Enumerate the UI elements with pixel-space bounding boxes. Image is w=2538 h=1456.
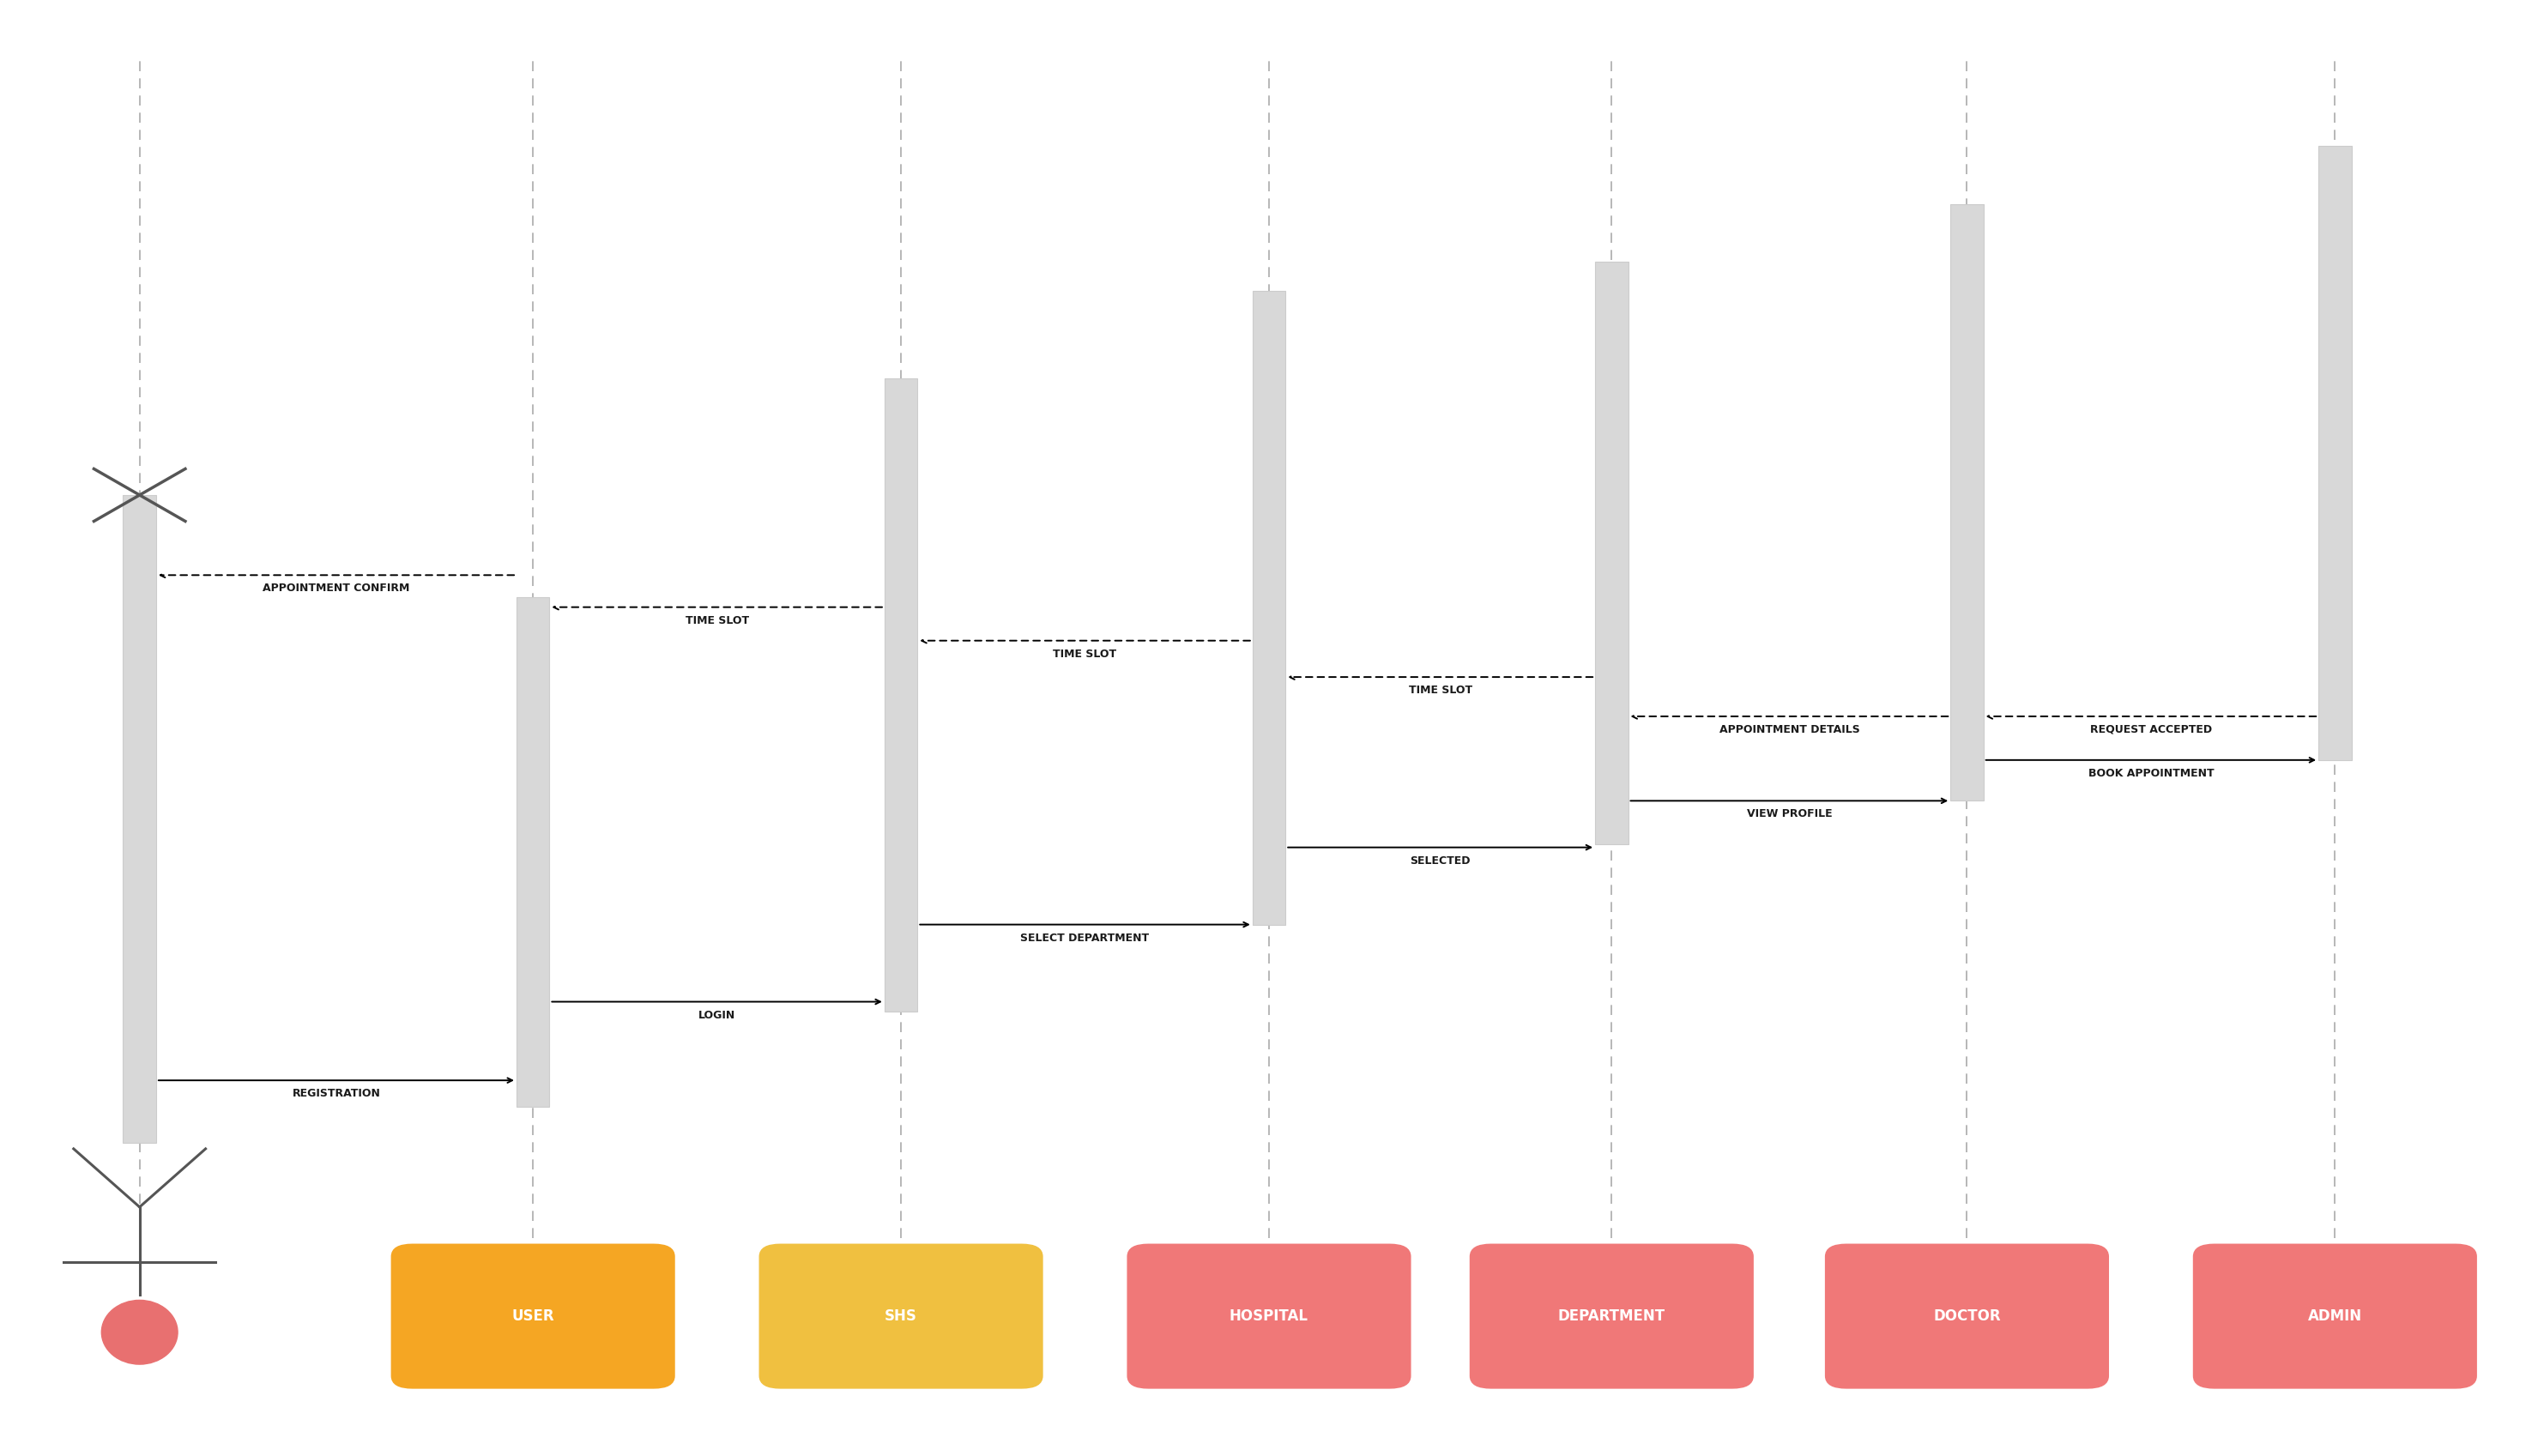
Text: TIME SLOT: TIME SLOT	[1409, 684, 1472, 696]
Text: ADMIN: ADMIN	[2307, 1309, 2363, 1324]
FancyBboxPatch shape	[1127, 1245, 1409, 1388]
FancyBboxPatch shape	[759, 1245, 1041, 1388]
Text: APPOINTMENT CONFIRM: APPOINTMENT CONFIRM	[264, 582, 409, 594]
Bar	[122, 495, 155, 1143]
Text: BOOK APPOINTMENT: BOOK APPOINTMENT	[2089, 767, 2213, 779]
Text: REGISTRATION: REGISTRATION	[292, 1088, 381, 1099]
Text: DEPARTMENT: DEPARTMENT	[1558, 1309, 1665, 1324]
Text: SELECT DEPARTMENT: SELECT DEPARTMENT	[1020, 932, 1150, 943]
FancyBboxPatch shape	[2193, 1245, 2475, 1388]
FancyBboxPatch shape	[391, 1245, 673, 1388]
FancyBboxPatch shape	[1825, 1245, 2107, 1388]
Bar	[2320, 146, 2350, 760]
Bar	[1594, 262, 1629, 844]
Text: TIME SLOT: TIME SLOT	[1053, 648, 1117, 660]
Ellipse shape	[102, 1300, 178, 1364]
Bar	[1251, 291, 1284, 925]
Text: DOCTOR: DOCTOR	[1934, 1309, 2000, 1324]
Text: APPOINTMENT DETAILS: APPOINTMENT DETAILS	[1718, 724, 1860, 735]
Bar	[883, 379, 916, 1012]
Text: SHS: SHS	[886, 1309, 916, 1324]
Text: HOSPITAL: HOSPITAL	[1228, 1309, 1310, 1324]
FancyBboxPatch shape	[1470, 1245, 1751, 1388]
Text: USER: USER	[513, 1309, 553, 1324]
Text: TIME SLOT: TIME SLOT	[685, 614, 749, 626]
Text: REQUEST ACCEPTED: REQUEST ACCEPTED	[2089, 724, 2213, 735]
Bar	[1949, 204, 1985, 801]
Text: VIEW PROFILE: VIEW PROFILE	[1746, 808, 1832, 820]
Text: LOGIN: LOGIN	[698, 1009, 736, 1021]
Text: SELECTED: SELECTED	[1411, 855, 1470, 866]
Bar	[515, 597, 548, 1107]
